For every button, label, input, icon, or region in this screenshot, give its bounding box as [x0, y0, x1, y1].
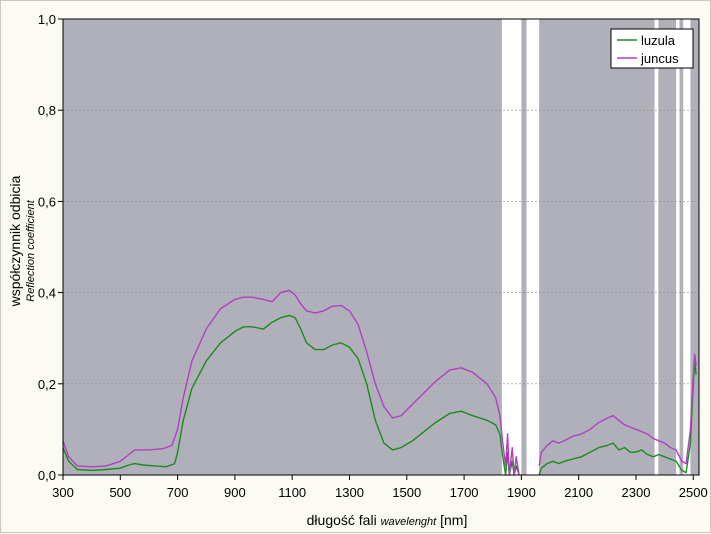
x-tick-label: 2300	[622, 485, 651, 500]
data-gap	[676, 19, 680, 475]
x-tick-label: 700	[167, 485, 189, 500]
series-line-juncus	[62, 289, 520, 476]
x-tick-label: 300	[52, 485, 74, 500]
data-gap	[501, 19, 522, 475]
series-group	[62, 289, 697, 476]
y-tick-label: 0,4	[38, 286, 56, 301]
legend: luzula juncus	[610, 28, 694, 69]
series-line-juncus	[538, 353, 697, 467]
legend-box	[610, 28, 694, 69]
plot-frame	[62, 18, 700, 476]
y-tick-label: 0,0	[38, 468, 56, 483]
series-line-luzula	[538, 360, 697, 476]
x-tick-label: 900	[224, 485, 246, 500]
x-tick-labels: 300 500 700 900 1100 1300 1500 1700 1900 2100 2300…	[52, 485, 708, 500]
x-tick-label: 1700	[450, 485, 479, 500]
y-tick-label: 0,6	[38, 194, 56, 209]
y-tick-label: 0,2	[38, 377, 56, 392]
y-tick-label: 1,0	[38, 12, 56, 27]
x-tick-label: 2500	[679, 485, 708, 500]
x-tick-label: 500	[109, 485, 131, 500]
legend-label-luzula: luzula	[641, 33, 676, 48]
data-gap	[654, 19, 659, 475]
x-tick-label: 1300	[335, 485, 364, 500]
data-gap	[526, 19, 540, 475]
x-tick-label: 2100	[564, 485, 593, 500]
series-line-luzula	[62, 314, 520, 476]
y-tick-labels: 0,0 0,2 0,4 0,6 0,8 1,0	[38, 12, 56, 483]
series-juncus	[62, 289, 697, 476]
series-luzula	[62, 314, 697, 476]
data-gap	[683, 19, 691, 475]
y-axis-title: współczynnik odbicia	[7, 175, 23, 307]
y-axis-subtitle: Reflection coefficient	[25, 199, 37, 301]
y-tick-label: 0,8	[38, 103, 56, 118]
legend-label-juncus: juncus	[640, 51, 679, 66]
plot-background	[63, 19, 699, 475]
x-tick-label: 1500	[392, 485, 421, 500]
data-gaps	[501, 19, 691, 475]
axes	[58, 18, 700, 480]
x-tick-label: 1900	[507, 485, 536, 500]
x-tick-label: 1100	[278, 485, 306, 500]
plot-area	[63, 19, 699, 475]
x-axis-title: długość fali wavelenght [nm]	[307, 512, 468, 528]
x-axis-title-italic: wavelenght	[381, 516, 438, 528]
